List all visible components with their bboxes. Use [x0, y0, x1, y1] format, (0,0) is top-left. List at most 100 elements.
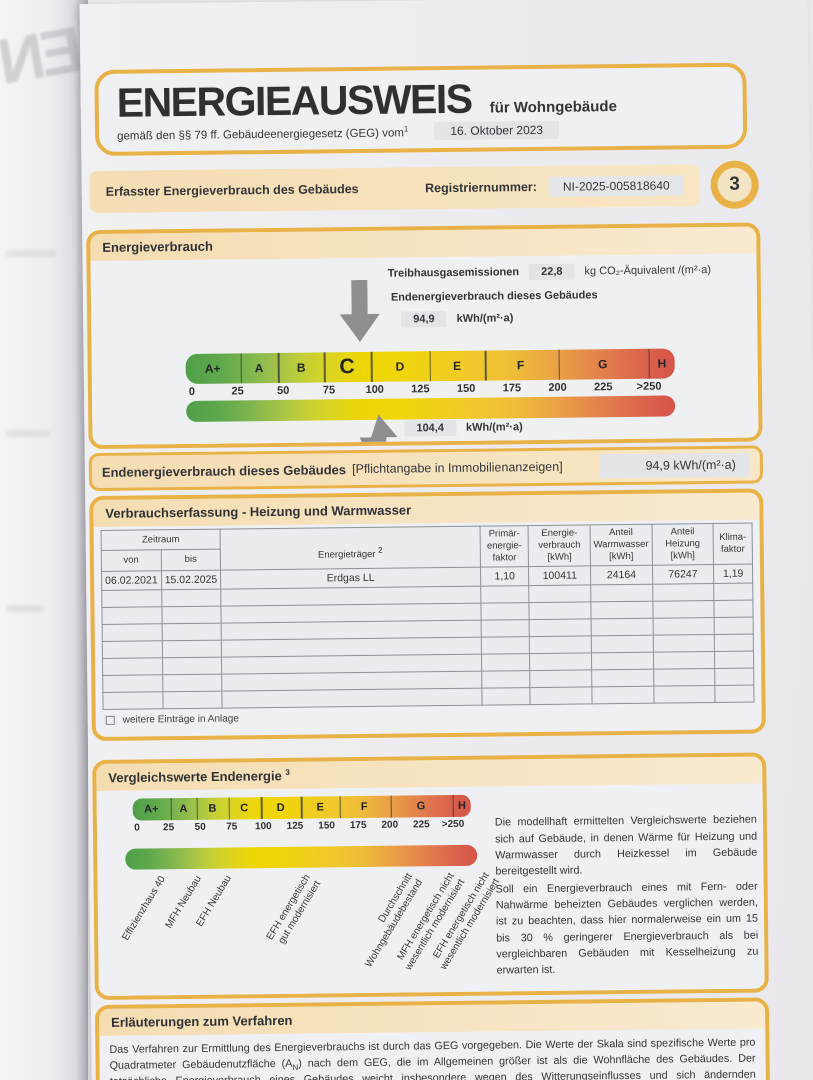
table-cell-empty [714, 667, 754, 686]
showthrough-smudge [6, 605, 44, 612]
col-anteil-warmwasser: Anteil Warmwasser [kWh] [589, 524, 653, 566]
table-cell-empty [222, 687, 482, 708]
scale-tick: 125 [286, 821, 304, 833]
page-number-badge: 3 [710, 160, 759, 210]
table-section-header: Verbrauchserfassung - Heizung und Warmwa… [93, 492, 760, 528]
info-bar: Erfasster Energieverbrauch des Gebäudes … [89, 164, 700, 214]
scale-class-b: B [208, 802, 217, 816]
table-cell-empty [591, 634, 654, 653]
table-cell-empty [653, 668, 715, 686]
scale-divider [170, 798, 173, 821]
registry-label: Registriernummer: [424, 179, 537, 196]
table-cell: 76247 [652, 564, 714, 584]
table-cell: 1,19 [713, 563, 753, 584]
scale-tick: 225 [594, 381, 613, 394]
explanations-text: Das Verfahren zur Ermittlung des Energie… [99, 1028, 767, 1080]
table-cell-empty [590, 600, 653, 619]
col-zeitraum: Zeitraum [101, 529, 221, 551]
scale-class-c: C [240, 802, 249, 815]
scale-class-a+: A+ [204, 361, 221, 376]
scale-class-f: F [516, 358, 525, 373]
table-cell-empty [102, 657, 163, 676]
scale-class-d: D [395, 359, 405, 374]
scale-divider [260, 797, 263, 820]
mandatory-disclosure-band: Endenergieverbrauch dieses Gebäudes [Pfl… [88, 445, 764, 492]
table-cell-empty [714, 616, 754, 635]
showthrough-smudge [6, 250, 56, 257]
footnote-ref-1: 1 [403, 124, 409, 134]
table-cell-empty [653, 651, 715, 669]
scale-class-a: A [254, 361, 264, 376]
scale-tick: 75 [226, 821, 238, 833]
consumption-table-box: Verbrauchserfassung - Heizung und Warmwa… [89, 488, 766, 742]
scale-divider [390, 795, 392, 819]
comparison-labels: Effizienzhaus 40 MFH Neubau EFH Neubau EFH … [121, 867, 502, 999]
table-cell-empty [480, 602, 530, 620]
scale-class-g: G [598, 357, 608, 372]
col-von: von [101, 550, 162, 572]
comparison-box: Vergleichswerte Endenergie 3 A+ A B C D E F G H … [92, 752, 769, 1001]
table-cell-empty [481, 636, 530, 654]
table-cell-empty [591, 668, 654, 687]
table-cell-empty [713, 599, 754, 618]
showthrough-smudge [6, 430, 50, 437]
primary-energy-value: 104,4 [404, 419, 457, 437]
more-entries-row: weitere Einträge in Anlage [105, 707, 752, 726]
scale-tick: 150 [456, 382, 476, 395]
table-cell-empty [652, 583, 714, 601]
table-cell: 1,10 [480, 566, 530, 586]
table-cell-empty [102, 640, 163, 659]
scale-divider [484, 350, 487, 381]
col-energieverbrauch: Energie- verbrauch [kWh] [528, 524, 591, 567]
table-cell-empty [480, 619, 530, 637]
table-cell-empty [530, 686, 592, 705]
ghg-value: 22,8 [528, 263, 575, 281]
end-energy-unit: kWh/(m²·a) [456, 312, 514, 325]
col-energietraeger: Energieträger 2 [220, 526, 481, 570]
table-cell-empty [161, 588, 222, 607]
energy-scale-area: Treibhausgasemissionen 22,8 kg CO₂-Äquiv… [90, 253, 759, 450]
col-anteil-heizung: Anteil Heizung [kWh] [651, 523, 714, 565]
scale-tick: >250 [636, 380, 662, 393]
scale-tick: 125 [411, 383, 430, 396]
scale-class-e: E [316, 801, 325, 814]
comparison-label: EFH energetisch gut modernisiert [264, 873, 323, 946]
scale-tick: 200 [381, 819, 399, 832]
scale-tick: 225 [412, 819, 430, 831]
left-page-edge: EN [0, 0, 89, 1080]
title-subtitle: gemäß den §§ 79 ff. Gebäudeenergiegesetz… [117, 124, 409, 143]
checkbox-label: weitere Einträge in Anlage [122, 713, 239, 726]
scale-class-h: H [457, 800, 466, 813]
scale-tick: 100 [254, 821, 272, 833]
table-cell-empty [714, 633, 754, 652]
scale-class-a+: A+ [144, 803, 159, 816]
table-cell-empty [529, 601, 592, 620]
ghg-label: Treibhausgasemissionen [387, 266, 520, 280]
scale-divider [452, 795, 455, 818]
section-label: Erfasster Energieverbrauch des Gebäudes [105, 182, 359, 199]
energy-consumption-box: Energieverbrauch Treibhausgasemissionen … [86, 222, 763, 450]
table-cell-empty [590, 583, 653, 602]
explanations-box: Erläuterungen zum Verfahren Das Verfahre… [94, 997, 771, 1080]
table-cell-empty [714, 684, 755, 703]
page-title: ENERGIEAUSWEIS [116, 75, 472, 126]
scale-divider [228, 797, 230, 820]
scale-tick: 175 [349, 820, 367, 832]
table-cell-empty [713, 582, 753, 601]
scale-class-e: E [453, 358, 462, 373]
table-cell-empty [481, 670, 531, 688]
table-cell-empty [161, 622, 222, 641]
showthrough-text: EN [0, 12, 89, 98]
scale-divider [558, 349, 560, 380]
comparison-text: Die modellhaft ermittelten Vergleichswer… [494, 813, 759, 977]
scale-class-h: H [657, 356, 667, 371]
scale-tick: 200 [548, 381, 567, 394]
scale-divider [648, 348, 650, 379]
table-cell-empty [101, 589, 162, 608]
scale-tick: 75 [322, 384, 336, 397]
scale-divider [300, 797, 303, 820]
scale-class-c: C [339, 355, 355, 379]
primary-energy-unit: kWh/(m²·a) [465, 421, 523, 434]
registry-number: NI-2025-005818640 [548, 175, 684, 197]
scale-divider [429, 351, 431, 382]
